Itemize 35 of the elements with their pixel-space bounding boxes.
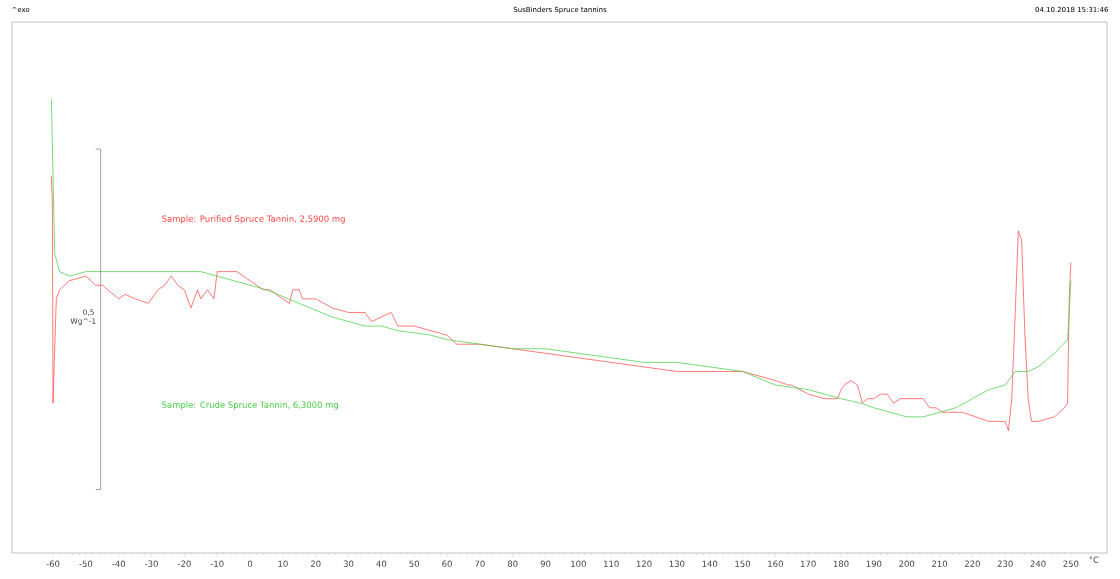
x-tick-label: 100 <box>571 560 586 567</box>
x-tick-label: 250 <box>1063 560 1079 567</box>
x-tick-label: 80 <box>507 560 518 567</box>
x-tick-label: 120 <box>636 560 652 567</box>
x-tick-label: 90 <box>540 560 551 567</box>
x-tick-label: 0 <box>247 560 253 567</box>
x-tick-label: 160 <box>768 560 783 567</box>
x-tick-label: 20 <box>310 560 321 567</box>
x-tick-label: -40 <box>112 560 126 567</box>
x-tick-label: 70 <box>475 560 485 567</box>
x-tick-label: 200 <box>899 560 915 567</box>
x-tick-label: 30 <box>343 560 354 567</box>
x-tick-label: -30 <box>145 560 158 567</box>
x-tick-label: 110 <box>604 560 619 567</box>
x-axis-title: °C <box>1089 556 1099 563</box>
text: Sample: Purified Spruce Tannin, 2,5900 mg <box>162 215 345 224</box>
x-tick-label: -60 <box>46 560 60 567</box>
x-tick-label: 220 <box>964 560 980 567</box>
x-tick-label: 40 <box>376 560 387 567</box>
text: Sample: Crude Spruce Tannin, 6,3000 mg <box>162 401 338 410</box>
x-tick-label: -20 <box>177 560 191 567</box>
x-tick-label: 140 <box>702 560 718 567</box>
x-tick-label: 240 <box>1030 560 1046 567</box>
x-tick-label: -50 <box>79 560 93 567</box>
x-tick-label: -10 <box>210 560 224 567</box>
x-tick-label: 130 <box>669 560 685 567</box>
x-tick-label: 10 <box>278 560 288 567</box>
x-tick-label: 150 <box>735 560 751 567</box>
x-tick-label: 170 <box>801 560 816 567</box>
x-tick-label: 60 <box>442 560 452 567</box>
x-tick-label: 180 <box>833 560 849 567</box>
x-tick-label: 230 <box>997 560 1013 567</box>
x-tick-label: 50 <box>409 560 420 567</box>
x-tick-label: 190 <box>866 560 882 567</box>
x-tick-label: 210 <box>932 560 948 567</box>
